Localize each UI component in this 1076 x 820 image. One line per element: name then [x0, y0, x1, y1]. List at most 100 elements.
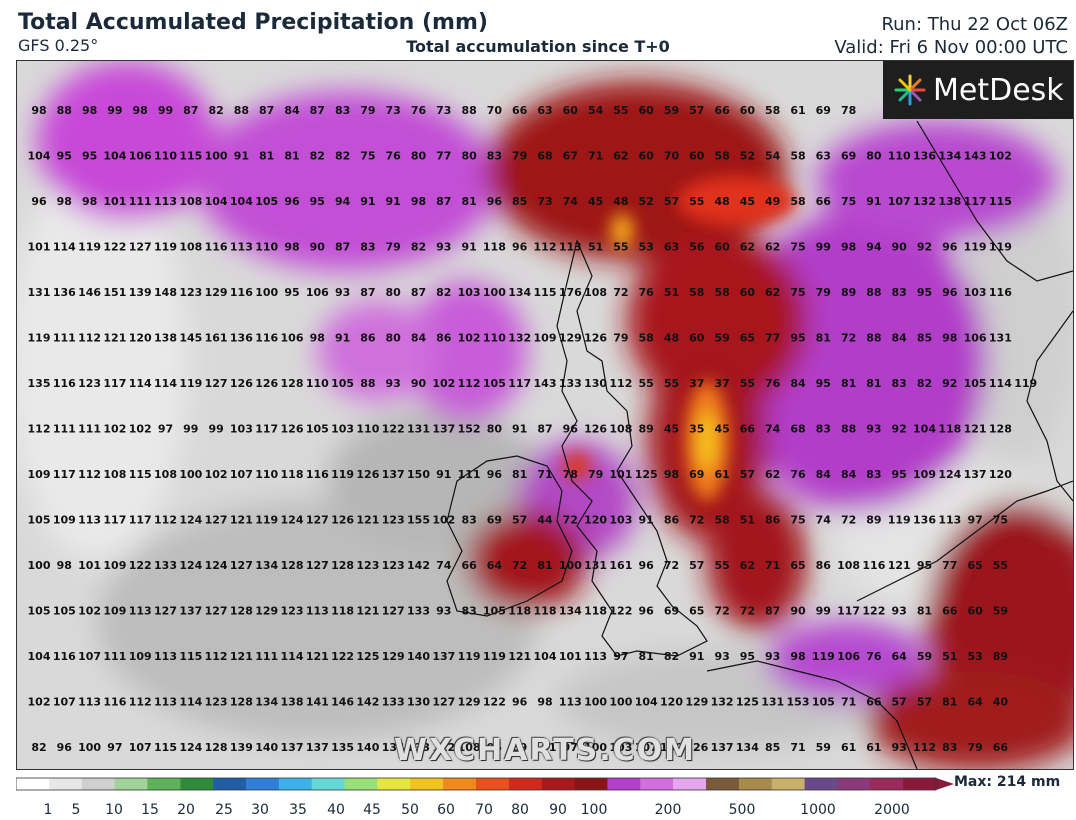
grid-value: 82: [917, 377, 932, 390]
grid-value: 51: [664, 286, 679, 299]
grid-value: 113: [230, 241, 253, 254]
metdesk-logo: MetDesk: [883, 61, 1073, 119]
grid-value: 82: [664, 650, 679, 663]
grid-value: 81: [841, 377, 856, 390]
grid-value: 79: [386, 241, 401, 254]
grid-value: 63: [664, 241, 679, 254]
grid-value: 63: [537, 104, 552, 117]
grid-value: 66: [942, 605, 958, 618]
grid-value: 60: [740, 104, 756, 117]
grid-value: 121: [103, 332, 126, 345]
grid-value: 101: [78, 559, 101, 572]
grid-value: 110: [255, 241, 278, 254]
grid-value: 120: [129, 332, 152, 345]
grid-value: 116: [989, 286, 1012, 299]
grid-value: 81: [866, 377, 881, 390]
grid-value: 129: [685, 696, 708, 709]
grid-value: 122: [331, 650, 354, 663]
grid-value: 96: [57, 741, 73, 754]
grid-value: 127: [205, 605, 228, 618]
grid-value: 58: [639, 332, 654, 345]
grid-value: 129: [205, 286, 228, 299]
grid-value: 100: [179, 468, 202, 481]
grid-value: 95: [82, 150, 97, 163]
grid-value: 98: [57, 559, 72, 572]
grid-value: 129: [382, 650, 405, 663]
grid-value: 71: [537, 468, 552, 481]
grid-value: 129: [255, 605, 278, 618]
color-swatch: [81, 778, 116, 790]
grid-value: 119: [964, 241, 987, 254]
grid-value: 74: [765, 423, 781, 436]
grid-value: 97: [613, 650, 628, 663]
grid-value: 98: [310, 332, 325, 345]
grid-value: 96: [639, 559, 655, 572]
grid-value: 86: [765, 514, 781, 527]
grid-value: 106: [281, 332, 304, 345]
grid-value: 55: [714, 559, 729, 572]
grid-value: 109: [103, 559, 126, 572]
grid-value: 71: [765, 559, 780, 572]
grid-value: 91: [689, 650, 704, 663]
grid-value: 72: [563, 514, 578, 527]
grid-value: 105: [483, 605, 506, 618]
grid-value: 111: [78, 423, 101, 436]
grid-value: 122: [483, 696, 506, 709]
grid-value: 122: [609, 605, 632, 618]
grid-value: 135: [28, 377, 51, 390]
scale-tick-label: 100: [581, 802, 608, 818]
grid-value: 152: [458, 423, 481, 436]
grid-value: 37: [689, 377, 704, 390]
grid-value: 95: [284, 286, 299, 299]
grid-value: 66: [512, 104, 528, 117]
grid-value: 108: [584, 286, 607, 299]
grid-value: 98: [31, 104, 46, 117]
grid-value: 99: [158, 104, 173, 117]
grid-value: 97: [107, 741, 122, 754]
grid-value: 101: [534, 741, 557, 754]
grid-value: 101: [28, 241, 51, 254]
grid-value: 102: [989, 150, 1012, 163]
color-swatch: [903, 778, 937, 790]
coastlines: [446, 120, 1073, 769]
grid-value: 95: [740, 650, 755, 663]
grid-value: 93: [436, 241, 451, 254]
precip-field-peaks: [563, 176, 797, 501]
color-swatch: [870, 778, 904, 790]
grid-value: 142: [407, 559, 430, 572]
grid-value: 55: [613, 104, 628, 117]
grid-value: 113: [306, 605, 329, 618]
grid-value: 136: [230, 332, 253, 345]
grid-value: 62: [765, 241, 780, 254]
grid-value: 124: [938, 468, 961, 481]
grid-value: 126: [356, 468, 379, 481]
grid-value: 126: [584, 423, 607, 436]
color-swatch: [508, 778, 543, 790]
grid-value: 103: [230, 423, 253, 436]
scale-tick-label: 500: [729, 802, 756, 818]
grid-value: 107: [129, 741, 152, 754]
color-scale-outline: [16, 777, 937, 791]
grid-value: 113: [938, 514, 961, 527]
grid-value: 123: [382, 514, 405, 527]
grid-value: 128: [281, 377, 304, 390]
grid-value: 108: [103, 468, 126, 481]
grid-value: 80: [386, 332, 402, 345]
grid-value: 127: [306, 514, 329, 527]
grid-value: 126: [584, 332, 607, 345]
grid-value: 128: [331, 559, 354, 572]
grid-value: 96: [31, 195, 47, 208]
grid-value: 87: [360, 286, 375, 299]
grid-value: 128: [205, 741, 228, 754]
grid-value: 118: [483, 241, 506, 254]
grid-value: 98: [82, 104, 97, 117]
grid-value: 59: [664, 104, 679, 117]
grid-value: 138: [938, 195, 961, 208]
grid-value: 113: [584, 650, 607, 663]
grid-value: 115: [179, 150, 202, 163]
grid-value: 81: [259, 150, 274, 163]
grid-value: 83: [461, 514, 476, 527]
grid-value: 122: [862, 605, 885, 618]
grid-value: 118: [584, 605, 607, 618]
scale-tick-label: 1: [44, 802, 53, 818]
